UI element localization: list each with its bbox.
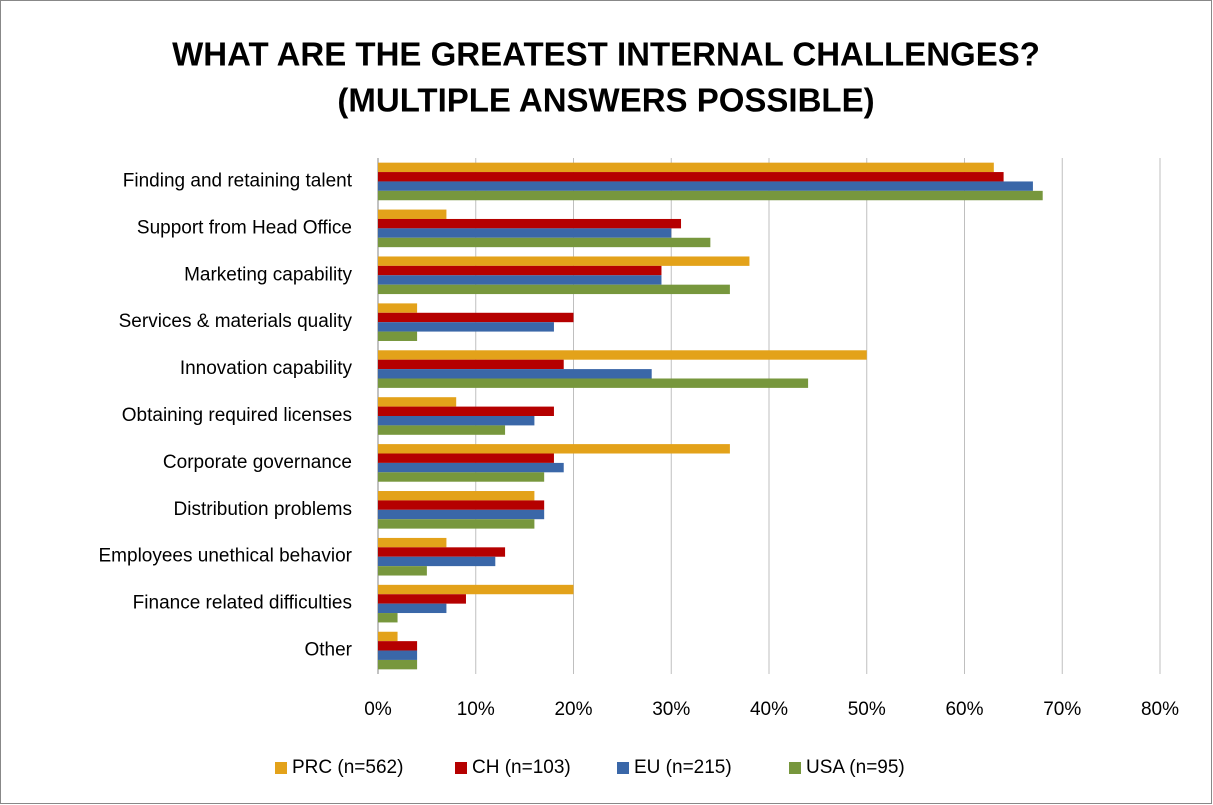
bar: [378, 500, 545, 510]
bar: [378, 359, 564, 370]
bar: [378, 556, 496, 567]
bar: [378, 162, 994, 173]
category-label: Innovation capability: [180, 358, 353, 379]
bar: [378, 406, 554, 416]
bar: [378, 181, 1033, 191]
bar: [378, 547, 506, 557]
bar: [378, 631, 398, 642]
bar: [378, 237, 711, 248]
bar: [378, 190, 1043, 201]
x-tick-label: 10%: [457, 699, 495, 720]
bar: [378, 218, 682, 229]
bar: [378, 472, 545, 482]
x-tick-label: 50%: [848, 699, 886, 720]
x-tick-label: 20%: [554, 699, 592, 720]
bar: [378, 659, 418, 670]
bar: [378, 491, 535, 501]
bar: [378, 378, 809, 388]
chart-title: WHAT ARE THE GREATEST INTERNAL CHALLENGE…: [172, 36, 1040, 73]
bar: [378, 397, 457, 407]
bar: [378, 350, 867, 360]
bar: [378, 584, 574, 595]
x-tick-label: 30%: [652, 699, 690, 720]
bar: [378, 331, 418, 341]
category-label: Distribution problems: [174, 499, 352, 520]
legend-swatch: [617, 762, 629, 774]
x-tick-label: 0%: [364, 699, 392, 720]
bar: [378, 172, 1004, 182]
category-label: Corporate governance: [163, 452, 352, 473]
bar: [378, 444, 730, 454]
category-label: Other: [304, 640, 352, 661]
bar: [378, 275, 662, 285]
x-tick-label: 60%: [945, 699, 983, 720]
x-tick-label: 80%: [1141, 699, 1179, 720]
legend-swatch: [455, 762, 467, 774]
bar: [378, 603, 447, 614]
category-label: Employees unethical behavior: [99, 546, 353, 567]
bar: [378, 566, 427, 576]
bar: [378, 519, 535, 529]
bar: [378, 509, 545, 520]
bar: [378, 425, 506, 435]
category-label: Services & materials quality: [119, 311, 353, 332]
bar: [378, 641, 418, 651]
bar: [378, 209, 447, 219]
bar: [378, 303, 418, 313]
bar: [378, 284, 730, 295]
bar: [378, 462, 564, 473]
bar: [378, 453, 554, 463]
bar: [378, 613, 398, 623]
category-label: Finding and retaining talent: [123, 170, 353, 191]
bar: [378, 228, 672, 238]
category-label: Finance related difficulties: [133, 593, 352, 614]
bar: [378, 265, 662, 276]
x-tick-label: 40%: [750, 699, 788, 720]
legend-label: EU (n=215): [634, 757, 732, 778]
category-label: Support from Head Office: [137, 217, 352, 238]
bar: [378, 322, 554, 332]
x-tick-label: 70%: [1043, 699, 1081, 720]
legend-label: USA (n=95): [806, 757, 905, 778]
legend-label: PRC (n=562): [292, 757, 403, 778]
chart-title: (MULTIPLE ANSWERS POSSIBLE): [337, 82, 874, 119]
bar: [378, 537, 447, 548]
legend-swatch: [275, 762, 287, 774]
legend-label: CH (n=103): [472, 757, 571, 778]
category-label: Marketing capability: [184, 264, 352, 285]
bar: [378, 369, 652, 379]
bar: [378, 312, 574, 323]
bar: [378, 594, 466, 604]
bar: [378, 650, 418, 660]
bar: [378, 256, 750, 266]
legend-swatch: [789, 762, 801, 774]
bar: [378, 416, 535, 426]
category-label: Obtaining required licenses: [122, 405, 352, 426]
